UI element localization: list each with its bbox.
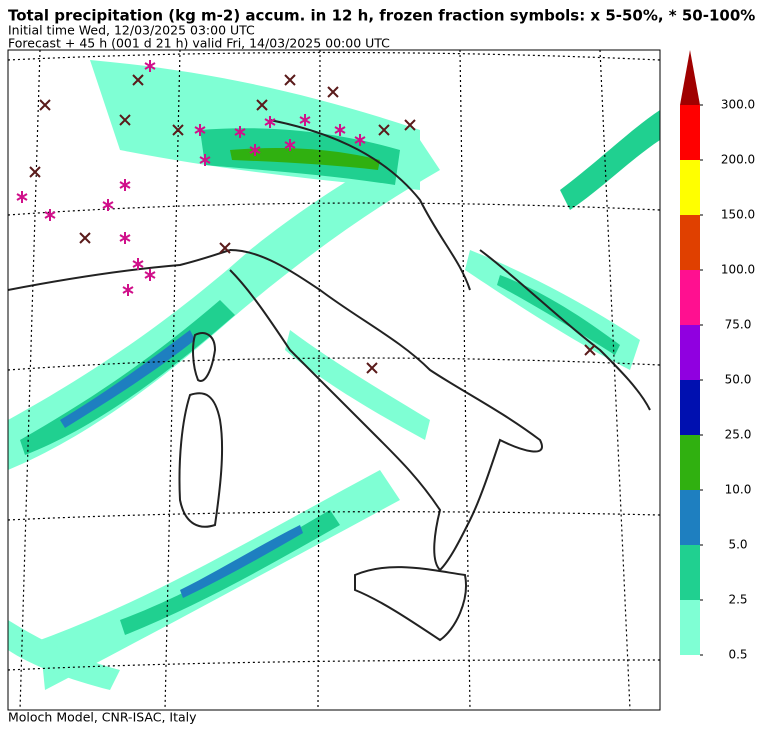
- symbol-x: [327, 86, 339, 98]
- colorbar-label: 25.0: [725, 428, 752, 442]
- colorbar-bin: [680, 215, 700, 270]
- symbol-x: [79, 232, 91, 244]
- symbol-star: [119, 179, 131, 191]
- colorbar-extension: [680, 50, 700, 105]
- symbol-x: [172, 124, 184, 136]
- symbol-x: [284, 74, 296, 86]
- colorbar-label: 10.0: [725, 483, 752, 497]
- symbol-star: [122, 284, 134, 296]
- colorbar-label: 2.5: [728, 593, 747, 607]
- map-frame: [7, 49, 661, 711]
- symbol-star: [234, 126, 246, 138]
- title: Total precipitation (kg m-2) accum. in 1…: [8, 7, 755, 25]
- symbol-star: [249, 144, 261, 156]
- symbol-star: [144, 60, 156, 72]
- symbol-star: [199, 154, 211, 166]
- symbol-x: [584, 344, 596, 356]
- symbol-star: [354, 134, 366, 146]
- symbol-star: [264, 116, 276, 128]
- colorbar-label: 150.0: [721, 208, 755, 222]
- symbol-x: [29, 166, 41, 178]
- colorbar-label: 50.0: [725, 373, 752, 387]
- colorbar: 0.5 2.5 5.0 10.0 25.0 50.0 75.0 100.0 150.0 200.0…: [680, 50, 755, 662]
- symbol-x: [404, 119, 416, 131]
- symbol-star: [299, 114, 311, 126]
- colorbar-bin: [680, 270, 700, 325]
- colorbar-bin: [680, 490, 700, 545]
- colorbar-bin: [680, 545, 700, 600]
- colorbar-bin: [680, 435, 700, 490]
- symbol-star: [284, 139, 296, 151]
- symbol-star: [102, 199, 114, 211]
- colorbar-label: 75.0: [725, 318, 752, 332]
- symbol-x: [256, 99, 268, 111]
- symbol-x: [219, 242, 231, 254]
- graticule: [8, 50, 660, 710]
- symbol-x: [39, 99, 51, 111]
- colorbar-label: 100.0: [721, 263, 755, 277]
- symbol-x: [119, 114, 131, 126]
- forecast-time: Forecast + 45 h (001 d 21 h) valid Fri, …: [8, 36, 390, 51]
- symbol-star: [16, 191, 28, 203]
- symbol-star: [44, 209, 56, 221]
- footer: Moloch Model, CNR-ISAC, Italy: [8, 710, 197, 725]
- colorbar-bin: [680, 325, 700, 380]
- coastlines: [8, 119, 651, 642]
- colorbar-bin: [680, 600, 700, 655]
- colorbar-label: 0.5: [728, 648, 747, 662]
- colorbar-bin: [680, 105, 700, 160]
- symbol-star: [132, 258, 144, 270]
- symbol-x: [378, 124, 390, 136]
- symbol-star: [144, 269, 156, 281]
- initial-time: Initial time Wed, 12/03/2025 03:00 UTC: [8, 23, 255, 38]
- symbol-x: [132, 74, 144, 86]
- colorbar-bin: [680, 160, 700, 215]
- colorbar-bin: [680, 380, 700, 435]
- symbol-star: [334, 124, 346, 136]
- frozen-fraction-symbols: [16, 60, 596, 374]
- colorbar-label: 200.0: [721, 153, 755, 167]
- symbol-star: [119, 232, 131, 244]
- colorbar-label: 300.0: [721, 98, 755, 112]
- symbol-star: [194, 124, 206, 136]
- colorbar-label: 5.0: [728, 538, 747, 552]
- symbol-x: [366, 362, 378, 374]
- map: [7, 49, 661, 711]
